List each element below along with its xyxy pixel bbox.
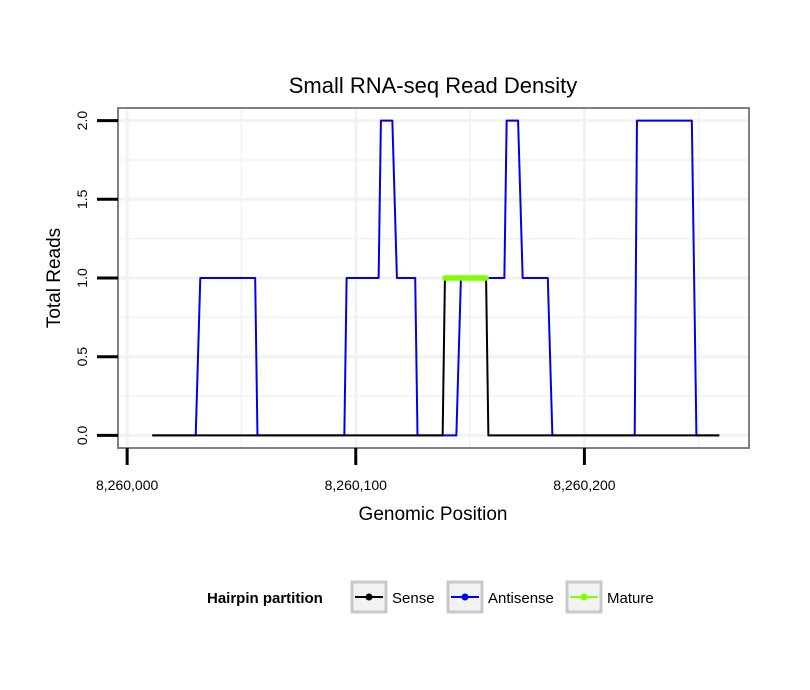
x-tick-label: 8,260,000 <box>96 477 158 493</box>
chart-title: Small RNA-seq Read Density <box>289 73 578 98</box>
legend-item-antisense: Antisense <box>446 580 554 614</box>
legend-item-sense: Sense <box>350 580 435 614</box>
legend-dot-sense <box>365 593 373 601</box>
legend-item-mature: Mature <box>565 580 654 614</box>
x-axis: 8,260,000 8,260,100 8,260,200 <box>96 448 616 493</box>
y-tick-label: 1.5 <box>74 189 90 209</box>
legend-title: Hairpin partition <box>207 590 323 607</box>
y-tick-label: 1.0 <box>74 268 90 288</box>
x-tick-label: 8,260,100 <box>325 477 387 493</box>
legend-dot-antisense <box>461 593 469 601</box>
legend-label-mature: Mature <box>607 590 654 607</box>
x-tick-label: 8,260,200 <box>553 477 615 493</box>
y-tick-label: 0.0 <box>74 425 90 445</box>
legend-dot-mature <box>580 593 588 601</box>
legend-label-sense: Sense <box>392 590 435 607</box>
series-layer <box>152 119 720 437</box>
legend: Hairpin partition Sense Antisense Mature <box>207 580 654 614</box>
y-tick-label: 2.0 <box>74 111 90 131</box>
x-axis-label: Genomic Position <box>359 504 508 525</box>
y-tick-label: 0.5 <box>74 347 90 367</box>
y-axis: 0.0 0.5 1.0 1.5 2.0 <box>74 111 118 445</box>
legend-label-antisense: Antisense <box>488 590 554 607</box>
y-axis-label: Total Reads <box>44 228 65 328</box>
